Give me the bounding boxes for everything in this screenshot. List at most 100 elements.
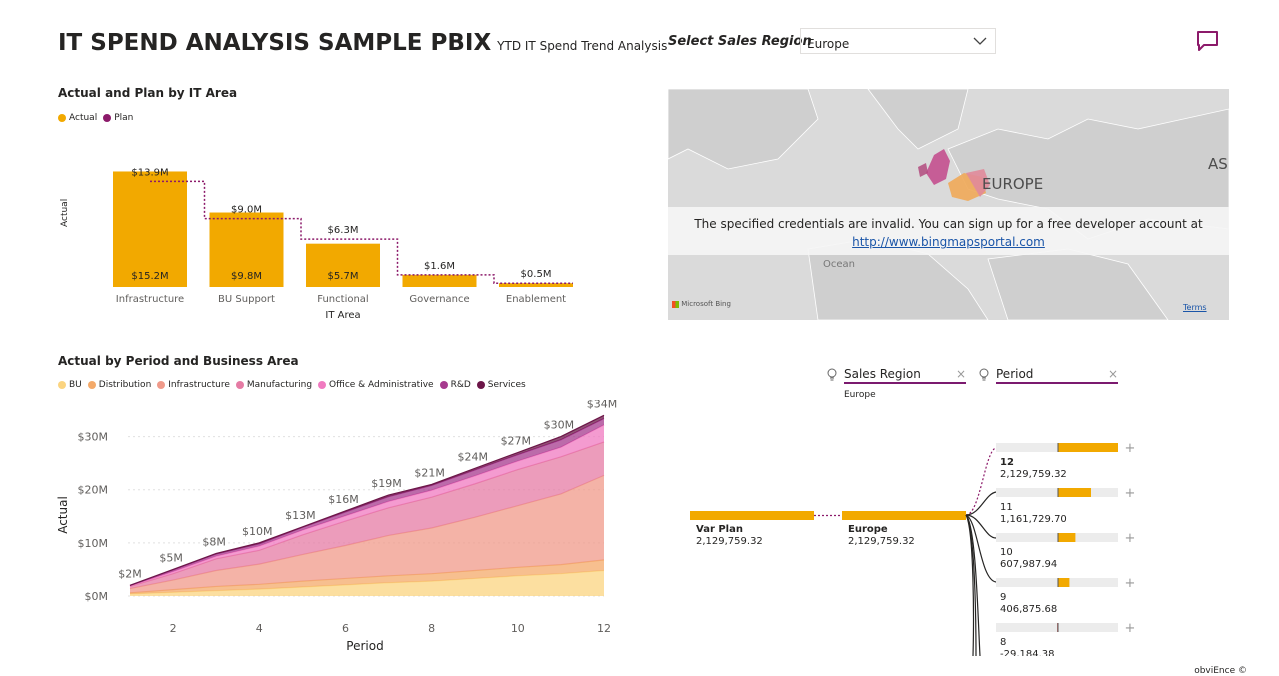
period-value: -29,184.38 (1000, 649, 1055, 656)
close-icon[interactable]: × (955, 367, 966, 381)
area-manufacturing[interactable] (130, 441, 604, 589)
chart1-title: Actual and Plan by IT Area (58, 86, 238, 100)
bar-actual[interactable] (306, 243, 380, 287)
legend-item-actual[interactable]: Actual (58, 113, 97, 123)
period-label[interactable]: 12 (1000, 457, 1014, 468)
legend-item[interactable]: Office & Administrative (318, 380, 434, 390)
data-label-plan: $1.6M (424, 261, 455, 272)
data-label-actual: $9.8M (231, 271, 262, 282)
x-tick-label: Infrastructure (116, 294, 184, 305)
period-bar-track (996, 623, 1118, 632)
period-bar-track (996, 488, 1118, 497)
bar-actual[interactable] (499, 283, 573, 287)
period-bar-track (996, 578, 1118, 587)
legend-dot (58, 381, 66, 389)
legend-item[interactable]: Services (476, 380, 526, 390)
plus-icon[interactable]: + (1125, 621, 1136, 636)
node-value: 2,129,759.32 (848, 536, 915, 547)
filter-period[interactable]: Period × (978, 367, 1118, 387)
data-label-plan: $9.0M (231, 205, 262, 216)
lightbulb-icon (827, 368, 837, 381)
total-label: $21M (414, 466, 445, 479)
map-visual[interactable]: EUROPE AS Ocean The specified credential… (668, 89, 1229, 320)
plus-icon[interactable]: + (1125, 441, 1136, 456)
period-label[interactable]: 11 (1000, 502, 1013, 513)
x-tick-label: Governance (409, 294, 469, 305)
total-label: $34M (587, 400, 618, 410)
period-label[interactable]: 8 (1000, 637, 1007, 648)
filter-sales-region[interactable]: Sales Region × (826, 367, 966, 387)
total-label: $13M (285, 509, 316, 522)
chart2-ylabel: Actual (56, 496, 70, 534)
period-bar[interactable] (1058, 578, 1070, 587)
legend-item[interactable]: BU (58, 380, 82, 390)
filter-label: Period (996, 367, 1034, 381)
plus-icon[interactable]: + (1125, 576, 1136, 591)
plan-line (150, 180, 573, 284)
legend-item-plan[interactable]: Plan (103, 113, 133, 123)
data-label-actual: $5.7M (328, 271, 359, 282)
period-bar[interactable] (1058, 443, 1118, 452)
legend-dot (87, 381, 96, 389)
legend-item[interactable]: Distribution (87, 380, 152, 390)
period-label[interactable]: 9 (1000, 592, 1007, 603)
x-tick-label: 10 (511, 622, 525, 635)
map-region-label: EUROPE (982, 175, 1044, 193)
map-terms-link[interactable]: Terms (1183, 303, 1207, 312)
legend-label: Distribution (98, 380, 152, 390)
x-tick-label: Enablement (506, 294, 566, 305)
plus-icon[interactable]: + (1125, 531, 1136, 546)
y-tick-label: $30M (78, 431, 109, 444)
node-label[interactable]: Var Plan (696, 524, 743, 535)
legend-dot (157, 381, 166, 389)
y-tick-label: $0M (85, 590, 109, 603)
plus-icon[interactable]: + (1125, 486, 1136, 501)
node-value: 2,129,759.32 (696, 536, 763, 547)
chart2-svg: Actual Period $0M $10M $20M $30M $2M $5M $8M $1… (56, 400, 618, 653)
y-tick-label: $20M (78, 484, 109, 497)
node-label[interactable]: Europe (848, 524, 888, 535)
close-icon[interactable]: × (1107, 367, 1118, 381)
legend-dot (318, 381, 327, 389)
chevron-down-icon (973, 37, 987, 45)
x-tick-label: 4 (256, 622, 263, 635)
filter-label: Sales Region (844, 367, 921, 381)
y-tick-label: $10M (78, 537, 109, 550)
data-label-plan: $0.5M (521, 269, 552, 280)
x-tick-label: 12 (597, 622, 611, 635)
period-bar-track (996, 443, 1118, 452)
bing-portal-link[interactable]: http://www.bingmapsportal.com (852, 235, 1045, 249)
map-ocean-label: Ocean (823, 259, 855, 270)
legend-item[interactable]: Manufacturing (235, 380, 312, 390)
sales-region-dropdown[interactable]: Europe (800, 28, 996, 54)
x-tick-label: 8 (428, 622, 435, 635)
period-label[interactable]: 10 (1000, 547, 1013, 558)
total-label: $16M (328, 493, 359, 506)
map-asia-label: AS (1208, 155, 1228, 173)
total-label: $19M (371, 477, 402, 490)
area-r-d[interactable] (130, 418, 604, 586)
bar-actual[interactable] (209, 212, 284, 287)
map-error-message: The specified credentials are invalid. Y… (668, 207, 1229, 255)
period-bar[interactable] (1058, 533, 1076, 542)
decomposition-tree: + + + + + Var Plan 2,129,759.32 Europe 2,129… (690, 420, 1160, 656)
bar-actual[interactable] (113, 171, 187, 287)
legend-dot (476, 381, 485, 389)
page-title: IT SPEND ANALYSIS SAMPLE PBIX YTD IT Spen… (58, 30, 667, 56)
comment-icon[interactable] (1196, 30, 1220, 52)
chart2-xlabel: Period (346, 639, 383, 653)
chart1-svg: Actual $15.2M $13.9M Infrastructure $9.8M $9… (60, 167, 573, 321)
legend-dot (439, 381, 448, 389)
bar-actual[interactable] (402, 274, 477, 287)
legend-item[interactable]: R&D (439, 380, 471, 390)
report-title: IT SPEND ANALYSIS SAMPLE PBIX (58, 30, 492, 56)
legend-item[interactable]: Infrastructure (157, 380, 230, 390)
x-tick-label: 6 (342, 622, 349, 635)
area-infrastructure[interactable] (130, 475, 604, 593)
period-value: 406,875.68 (1000, 604, 1058, 615)
bing-attribution: Microsoft Bing (672, 300, 731, 308)
data-label-plan: $6.3M (328, 225, 359, 236)
total-label: $8M (202, 535, 226, 548)
total-label: $27M (501, 435, 532, 448)
period-bar[interactable] (1058, 488, 1091, 497)
